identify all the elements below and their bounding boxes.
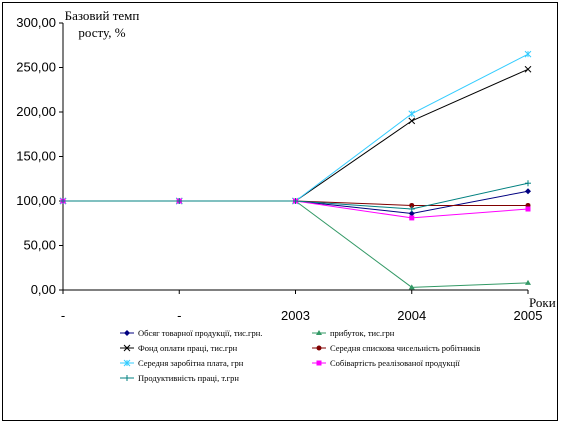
series-2 [60, 198, 531, 290]
series-3 [59, 65, 532, 205]
legend-item: Середня спискова чисельність робітників [312, 343, 480, 353]
data-point [408, 206, 415, 213]
series-line [63, 68, 529, 202]
data-point [123, 359, 131, 367]
data-point [525, 188, 531, 195]
legend-label: Обсяг товарної продукції, тис.грн. [138, 328, 262, 338]
y-tick-label: 150,00 [16, 149, 56, 164]
series-5 [59, 50, 532, 205]
chart-frame [2, 2, 558, 421]
x-tick-label: 2003 [281, 308, 310, 323]
data-point [60, 198, 66, 204]
data-point [408, 110, 416, 118]
series-line [63, 53, 529, 202]
y-axis-title: Базовий темп [65, 8, 140, 23]
legend-label: Фонд оплати праці, тис.грн [138, 343, 238, 353]
legend-item: Собівартість реалізованої продукції [312, 358, 460, 368]
data-point [124, 330, 130, 336]
legend-item: Середня заробітна плата, грн [120, 358, 244, 368]
data-point [124, 375, 130, 381]
legend-item: Фонд оплати праці, тис.грн [120, 343, 238, 353]
data-point [409, 215, 415, 221]
legend-item: Обсяг товарної продукції, тис.грн. [120, 328, 262, 338]
data-point [408, 284, 415, 290]
data-point [525, 180, 531, 187]
series-7 [60, 180, 531, 213]
x-tick-label: 2004 [397, 308, 426, 323]
legend-label: Собівартість реалізованої продукції [330, 358, 460, 368]
data-point [408, 117, 416, 125]
legend-item: Продуктивність праці, т.грн [120, 373, 239, 383]
data-point [408, 210, 415, 217]
data-point [123, 344, 131, 352]
y-tick-label: 50,00 [23, 238, 56, 253]
x-tick-label: - [61, 308, 65, 323]
legend-item: прибуток, тис.грн [312, 328, 395, 338]
y-tick-label: 300,00 [16, 15, 56, 30]
data-point [524, 65, 532, 73]
data-point [525, 206, 531, 212]
x-tick-label: 2005 [514, 308, 543, 323]
x-tick-label: - [177, 308, 181, 323]
legend-label: прибуток, тис.грн [330, 328, 395, 338]
legend: Обсяг товарної продукції, тис.грн. прибут… [120, 328, 480, 383]
y-tick-label: 100,00 [16, 193, 56, 208]
data-point [524, 50, 532, 58]
legend-label: Середня спискова чисельність робітників [330, 343, 480, 353]
data-point [316, 360, 322, 366]
data-point [409, 202, 415, 208]
data-point [316, 330, 322, 335]
y-tick-label: 0,00 [31, 282, 56, 297]
data-point [525, 279, 531, 285]
x-axis-title: Роки [529, 295, 556, 310]
legend-label: Середня заробітна плата, грн [138, 358, 244, 368]
legend-label: Продуктивність праці, т.грн [138, 373, 239, 383]
y-tick-label: 200,00 [16, 104, 56, 119]
data-point [292, 198, 299, 204]
y-tick-label: 250,00 [16, 60, 56, 75]
data-point [316, 345, 322, 351]
y-axis-title: росту, % [78, 25, 125, 40]
data-point [176, 198, 183, 204]
